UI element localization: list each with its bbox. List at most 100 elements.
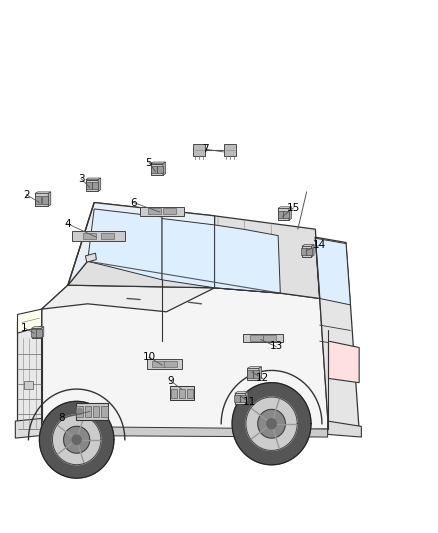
Polygon shape bbox=[76, 406, 83, 417]
Polygon shape bbox=[32, 328, 41, 338]
Polygon shape bbox=[151, 162, 166, 164]
Polygon shape bbox=[302, 245, 314, 246]
Polygon shape bbox=[18, 309, 42, 437]
Polygon shape bbox=[151, 164, 163, 175]
Polygon shape bbox=[32, 327, 44, 328]
Polygon shape bbox=[72, 231, 125, 241]
Polygon shape bbox=[245, 392, 248, 404]
Polygon shape bbox=[15, 418, 42, 438]
Polygon shape bbox=[68, 203, 215, 288]
Polygon shape bbox=[101, 233, 114, 239]
Polygon shape bbox=[247, 367, 261, 368]
Text: 5: 5 bbox=[145, 158, 152, 167]
Polygon shape bbox=[163, 361, 177, 367]
Polygon shape bbox=[88, 209, 162, 280]
Polygon shape bbox=[302, 246, 311, 257]
Polygon shape bbox=[86, 182, 92, 189]
Polygon shape bbox=[98, 178, 101, 191]
Polygon shape bbox=[18, 309, 42, 333]
Polygon shape bbox=[42, 261, 328, 434]
Polygon shape bbox=[179, 389, 185, 398]
Polygon shape bbox=[328, 341, 359, 383]
Polygon shape bbox=[315, 237, 359, 431]
Polygon shape bbox=[283, 211, 289, 218]
Polygon shape bbox=[93, 406, 99, 417]
Polygon shape bbox=[171, 389, 177, 398]
Polygon shape bbox=[234, 395, 240, 402]
Polygon shape bbox=[278, 211, 284, 218]
Polygon shape bbox=[328, 421, 361, 437]
Polygon shape bbox=[157, 166, 163, 173]
Polygon shape bbox=[35, 193, 48, 206]
Polygon shape bbox=[53, 415, 101, 465]
Polygon shape bbox=[278, 208, 289, 220]
Polygon shape bbox=[253, 370, 259, 378]
Polygon shape bbox=[259, 367, 261, 380]
Text: 9: 9 bbox=[167, 376, 174, 386]
Text: 10: 10 bbox=[142, 352, 155, 362]
Polygon shape bbox=[224, 144, 236, 156]
Polygon shape bbox=[250, 335, 263, 341]
Polygon shape bbox=[193, 144, 205, 156]
Text: 1: 1 bbox=[21, 323, 28, 333]
Text: 15: 15 bbox=[287, 203, 300, 213]
Polygon shape bbox=[64, 426, 90, 453]
Polygon shape bbox=[35, 192, 51, 193]
Polygon shape bbox=[152, 361, 165, 367]
Polygon shape bbox=[72, 435, 81, 445]
Polygon shape bbox=[289, 207, 291, 220]
Polygon shape bbox=[31, 329, 37, 337]
Text: 12: 12 bbox=[256, 374, 269, 383]
Polygon shape bbox=[163, 162, 166, 175]
Polygon shape bbox=[246, 397, 297, 450]
Polygon shape bbox=[39, 401, 114, 478]
Polygon shape bbox=[263, 335, 276, 341]
Polygon shape bbox=[235, 393, 245, 404]
Polygon shape bbox=[247, 370, 253, 378]
Polygon shape bbox=[301, 248, 307, 255]
Text: 7: 7 bbox=[202, 144, 209, 154]
Polygon shape bbox=[85, 253, 96, 262]
Polygon shape bbox=[92, 182, 98, 189]
Polygon shape bbox=[163, 208, 176, 214]
Polygon shape bbox=[247, 368, 259, 380]
Polygon shape bbox=[240, 395, 246, 402]
Text: 14: 14 bbox=[313, 240, 326, 250]
Text: 6: 6 bbox=[130, 198, 137, 207]
Polygon shape bbox=[41, 327, 44, 338]
Polygon shape bbox=[187, 389, 193, 398]
Polygon shape bbox=[48, 192, 51, 206]
Polygon shape bbox=[35, 196, 41, 204]
Text: 8: 8 bbox=[58, 414, 65, 423]
Polygon shape bbox=[140, 207, 184, 216]
Polygon shape bbox=[235, 392, 248, 393]
Polygon shape bbox=[147, 359, 182, 369]
Text: 3: 3 bbox=[78, 174, 85, 183]
Polygon shape bbox=[75, 403, 109, 420]
Polygon shape bbox=[83, 233, 96, 239]
Polygon shape bbox=[315, 238, 350, 305]
Text: 11: 11 bbox=[243, 398, 256, 407]
Polygon shape bbox=[86, 180, 98, 191]
Polygon shape bbox=[311, 245, 314, 257]
Polygon shape bbox=[162, 219, 215, 288]
Polygon shape bbox=[85, 406, 91, 417]
Text: 4: 4 bbox=[64, 219, 71, 229]
Circle shape bbox=[77, 408, 82, 415]
Polygon shape bbox=[243, 334, 283, 342]
Polygon shape bbox=[42, 426, 328, 437]
Polygon shape bbox=[232, 383, 311, 465]
Polygon shape bbox=[86, 178, 101, 180]
Polygon shape bbox=[148, 208, 161, 214]
Polygon shape bbox=[306, 248, 312, 255]
Polygon shape bbox=[24, 381, 33, 389]
Polygon shape bbox=[151, 166, 157, 173]
Polygon shape bbox=[267, 419, 276, 429]
Polygon shape bbox=[101, 406, 108, 417]
Polygon shape bbox=[258, 409, 285, 438]
Polygon shape bbox=[35, 329, 42, 337]
Text: 13: 13 bbox=[269, 342, 283, 351]
Polygon shape bbox=[68, 203, 320, 298]
Polygon shape bbox=[278, 207, 291, 208]
Polygon shape bbox=[42, 285, 215, 312]
